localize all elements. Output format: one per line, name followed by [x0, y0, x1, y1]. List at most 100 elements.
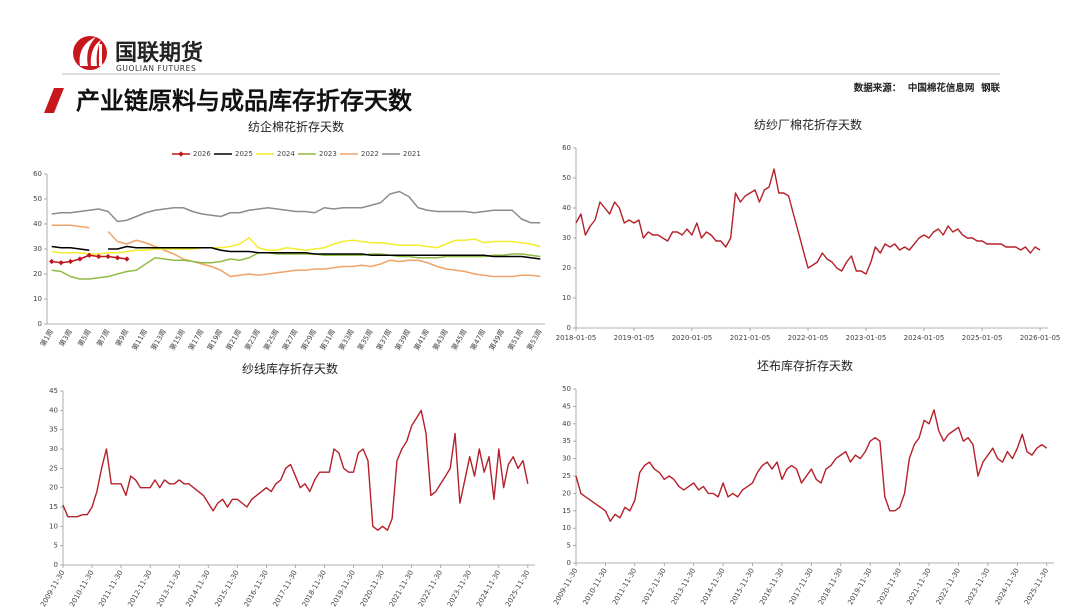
y-tick-label: 10	[562, 524, 571, 532]
x-tick-label: 2022-01-05	[788, 334, 829, 342]
x-tick-label: 第17周	[186, 328, 205, 352]
legend-label: 2023	[319, 150, 337, 158]
x-tick-label: 2020-01-05	[672, 334, 713, 342]
y-tick-label: 20	[562, 489, 571, 497]
x-tick-label: 2009-11-30	[39, 569, 66, 608]
x-tick-label: 2017-11-30	[788, 567, 815, 606]
y-tick-label: 40	[33, 220, 42, 228]
x-tick-label: 2025-11-30	[504, 569, 531, 608]
chart-title: 纺纱厂棉花折存天数	[754, 117, 862, 132]
source-note: 数据来源： 中国棉花信息网 钢联	[853, 82, 1001, 94]
y-tick-label: 10	[33, 295, 42, 303]
legend-label: 2026	[193, 150, 211, 158]
x-tick-label: 2011-11-30	[611, 567, 638, 606]
x-tick-label: 2024-11-30	[475, 569, 502, 608]
y-tick-label: 30	[33, 245, 42, 253]
y-tick-label: 0	[38, 320, 42, 328]
legend-label: 2024	[277, 150, 295, 158]
x-tick-label: 2010-11-30	[68, 569, 95, 608]
series-line	[51, 245, 541, 260]
x-tick-label: 2016-11-30	[243, 569, 270, 608]
x-tick-label: 第15周	[167, 328, 186, 352]
y-tick-label: 40	[562, 204, 571, 212]
y-tick-label: 10	[562, 294, 571, 302]
x-tick-label: 2018-11-30	[301, 569, 328, 608]
x-tick-label: 2014-11-30	[184, 569, 211, 608]
y-tick-label: 20	[49, 484, 58, 492]
series-marker	[114, 255, 121, 261]
y-tick-label: 25	[49, 464, 58, 472]
x-tick-label: 第51周	[506, 328, 525, 352]
x-tick-label: 2024-11-30	[994, 567, 1021, 606]
series-line	[575, 168, 1041, 275]
y-tick-label: 30	[562, 234, 571, 242]
x-tick-label: 2014-11-30	[699, 567, 726, 606]
series-line	[51, 190, 541, 224]
x-tick-label: 2016-11-30	[758, 567, 785, 606]
y-tick-label: 50	[33, 195, 42, 203]
y-tick-label: 25	[562, 472, 571, 480]
title-accent	[44, 88, 64, 113]
x-tick-label: 2026-01-05	[1020, 334, 1061, 342]
x-tick-label: 第11周	[130, 328, 149, 352]
series-marker	[58, 260, 64, 266]
y-tick-label: 15	[562, 507, 571, 515]
y-tick-label: 40	[49, 406, 58, 414]
x-tick-label: 2024-01-05	[904, 334, 945, 342]
x-tick-label: 第29周	[299, 328, 318, 352]
legend-marker	[178, 151, 184, 157]
series-marker	[96, 253, 102, 260]
y-tick-label: 15	[49, 503, 58, 511]
x-tick-label: 2015-11-30	[729, 567, 756, 606]
x-tick-label: 2025-11-30	[1023, 567, 1050, 606]
legend-label: 2025	[235, 150, 253, 158]
y-tick-label: 60	[562, 144, 571, 152]
x-tick-label: 第19周	[205, 328, 224, 352]
y-tick-label: 35	[562, 437, 571, 445]
x-tick-label: 第37周	[374, 328, 393, 352]
y-tick-label: 30	[562, 455, 571, 463]
x-tick-label: 2018-01-05	[556, 334, 597, 342]
x-tick-label: 2021-01-05	[730, 334, 771, 342]
chart-title: 纺企棉花折存天数	[248, 119, 344, 134]
x-tick-label: 第13周	[149, 328, 168, 352]
logo-subtext: GUOLIAN FUTURES	[116, 64, 196, 73]
x-tick-label: 第53周	[525, 328, 544, 352]
x-tick-label: 2019-01-05	[614, 334, 655, 342]
x-tick-label: 第43周	[431, 328, 450, 352]
x-tick-label: 2021-11-30	[388, 569, 415, 608]
logo-mark	[73, 36, 107, 70]
chart-title: 坯布库存折存天数	[757, 358, 853, 373]
x-tick-label: 2025-01-05	[962, 334, 1003, 342]
x-tick-label: 2020-11-30	[876, 567, 903, 606]
slide-title: 产业链原料与成品库存折存天数	[76, 87, 413, 115]
y-tick-label: 20	[562, 264, 571, 272]
x-tick-label: 第3周	[57, 328, 74, 348]
series-line	[51, 252, 541, 280]
chart-title: 纱线库存折存天数	[242, 361, 338, 376]
series-line	[62, 409, 529, 531]
y-tick-label: 5	[54, 542, 58, 550]
x-tick-label: 2022-11-30	[417, 569, 444, 608]
series-marker	[67, 258, 74, 265]
series-line	[51, 224, 541, 278]
x-tick-label: 2013-11-30	[670, 567, 697, 606]
series-marker	[124, 256, 130, 262]
x-tick-label: 2010-11-30	[582, 567, 609, 606]
y-tick-label: 0	[567, 559, 571, 567]
x-tick-label: 第25周	[261, 328, 280, 352]
x-tick-label: 第47周	[468, 328, 487, 352]
y-tick-label: 60	[33, 170, 42, 178]
series-line	[51, 237, 541, 255]
y-tick-label: 30	[49, 445, 58, 453]
x-tick-label: 2009-11-30	[552, 567, 579, 606]
series-marker	[49, 258, 55, 265]
y-tick-label: 45	[562, 402, 571, 410]
y-tick-label: 40	[562, 420, 571, 428]
legend-label: 2022	[361, 150, 379, 158]
x-tick-label: 2017-11-30	[272, 569, 299, 608]
x-tick-label: 2022-11-30	[935, 567, 962, 606]
x-tick-label: 第35周	[355, 328, 374, 352]
